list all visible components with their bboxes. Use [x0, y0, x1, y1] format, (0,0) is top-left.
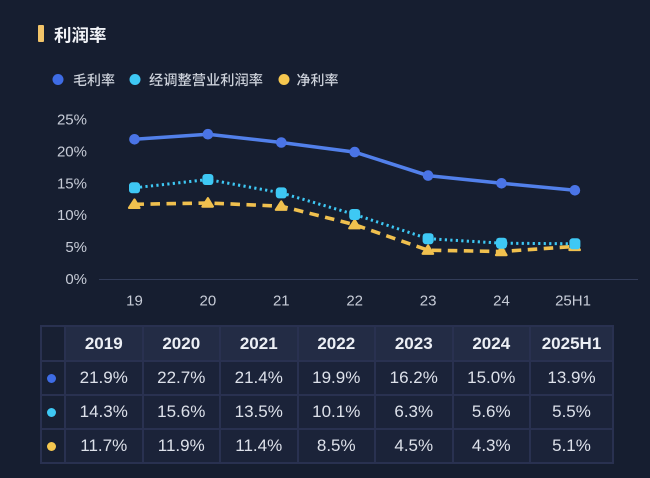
svg-text:0%: 0%	[65, 271, 87, 288]
svg-text:25H1: 25H1	[555, 293, 591, 310]
svg-text:24: 24	[493, 293, 510, 310]
svg-text:20: 20	[200, 293, 217, 310]
svg-text:25%: 25%	[57, 112, 87, 129]
svg-text:15%: 15%	[57, 175, 87, 192]
svg-text:20%: 20%	[57, 143, 87, 160]
svg-text:5%: 5%	[65, 239, 87, 256]
svg-text:10%: 10%	[57, 207, 87, 224]
svg-text:23: 23	[420, 293, 437, 310]
svg-text:21: 21	[273, 293, 290, 310]
svg-text:22: 22	[346, 293, 363, 310]
svg-text:19: 19	[126, 293, 143, 310]
